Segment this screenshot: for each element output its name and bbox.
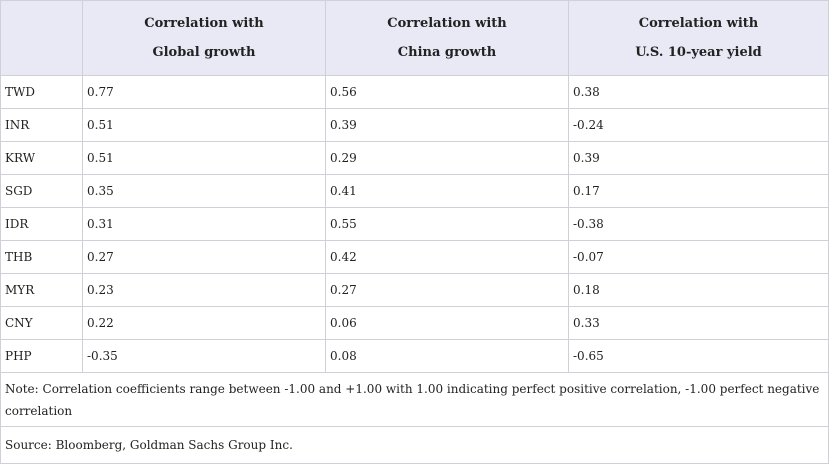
global-growth-cell: 0.23 [82, 273, 326, 307]
table-header: Correlation with Global growth Correlati… [0, 0, 829, 76]
china-growth-cell: 0.41 [325, 174, 569, 208]
table-row: IDR 0.31 0.55 -0.38 [0, 207, 829, 241]
currency-cell: CNY [0, 306, 83, 340]
china-growth-cell: 0.42 [325, 240, 569, 274]
china-growth-cell: 0.39 [325, 108, 569, 142]
china-growth-cell: 0.27 [325, 273, 569, 307]
currency-cell: MYR [0, 273, 83, 307]
us-10y-yield-cell: 0.33 [568, 306, 829, 340]
currency-cell: TWD [0, 75, 83, 109]
note-text: Note: Correlation coefficients range bet… [0, 372, 829, 427]
china-growth-cell: 0.56 [325, 75, 569, 109]
header-us10y-line1: Correlation with [638, 16, 759, 31]
table-row: MYR 0.23 0.27 0.18 [0, 273, 829, 307]
us-10y-yield-cell: 0.17 [568, 174, 829, 208]
global-growth-cell: 0.35 [82, 174, 326, 208]
header-global-growth: Correlation with Global growth [82, 0, 326, 76]
currency-cell: IDR [0, 207, 83, 241]
note-row: Note: Correlation coefficients range bet… [0, 372, 829, 427]
us-10y-yield-cell: -0.65 [568, 339, 829, 373]
china-growth-cell: 0.55 [325, 207, 569, 241]
header-corner-cell [0, 0, 83, 76]
us-10y-yield-cell: -0.38 [568, 207, 829, 241]
currency-cell: THB [0, 240, 83, 274]
table-row: SGD 0.35 0.41 0.17 [0, 174, 829, 208]
table-body: TWD 0.77 0.56 0.38 INR 0.51 0.39 -0.24 K… [0, 75, 829, 373]
table-row: CNY 0.22 0.06 0.33 [0, 306, 829, 340]
global-growth-cell: 0.27 [82, 240, 326, 274]
us-10y-yield-cell: 0.38 [568, 75, 829, 109]
header-global-line1: Correlation with [144, 16, 264, 31]
currency-cell: KRW [0, 141, 83, 175]
header-row: Correlation with Global growth Correlati… [0, 0, 829, 76]
header-china-line2: China growth [397, 45, 497, 60]
china-growth-cell: 0.06 [325, 306, 569, 340]
source-text: Source: Bloomberg, Goldman Sachs Group I… [0, 426, 829, 464]
source-row: Source: Bloomberg, Goldman Sachs Group I… [0, 426, 829, 464]
table-footer: Note: Correlation coefficients range bet… [0, 372, 829, 464]
us-10y-yield-cell: -0.07 [568, 240, 829, 274]
currency-cell: INR [0, 108, 83, 142]
global-growth-cell: 0.77 [82, 75, 326, 109]
table-row: TWD 0.77 0.56 0.38 [0, 75, 829, 109]
header-us10y-line2: U.S. 10-year yield [635, 45, 762, 60]
currency-cell: SGD [0, 174, 83, 208]
header-us-10y-yield: Correlation with U.S. 10-year yield [568, 0, 829, 76]
header-china-line1: Correlation with [387, 16, 507, 31]
table-row: KRW 0.51 0.29 0.39 [0, 141, 829, 175]
table-row: INR 0.51 0.39 -0.24 [0, 108, 829, 142]
global-growth-cell: 0.51 [82, 108, 326, 142]
global-growth-cell: 0.31 [82, 207, 326, 241]
table-row: THB 0.27 0.42 -0.07 [0, 240, 829, 274]
china-growth-cell: 0.29 [325, 141, 569, 175]
us-10y-yield-cell: 0.18 [568, 273, 829, 307]
header-global-line2: Global growth [152, 45, 256, 60]
global-growth-cell: 0.22 [82, 306, 326, 340]
us-10y-yield-cell: 0.39 [568, 141, 829, 175]
us-10y-yield-cell: -0.24 [568, 108, 829, 142]
currency-cell: PHP [0, 339, 83, 373]
global-growth-cell: -0.35 [82, 339, 326, 373]
global-growth-cell: 0.51 [82, 141, 326, 175]
header-china-growth: Correlation with China growth [325, 0, 569, 76]
china-growth-cell: 0.08 [325, 339, 569, 373]
table-row: PHP -0.35 0.08 -0.65 [0, 339, 829, 373]
